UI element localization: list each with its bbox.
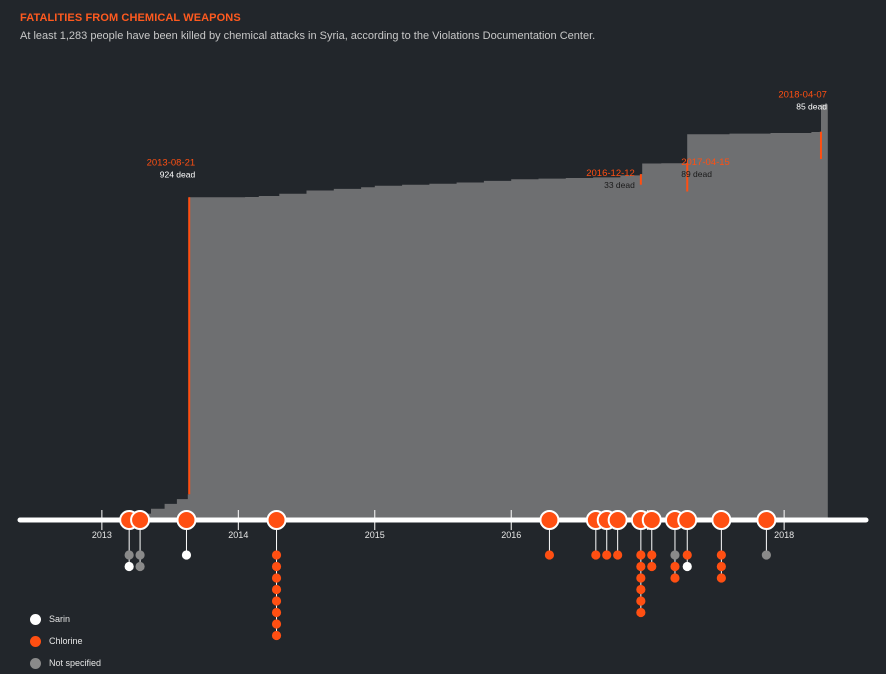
event-dot-chlorine — [271, 550, 282, 560]
event-dot-chlorine — [670, 561, 680, 572]
legend-item-chlorine: Chlorine — [30, 630, 101, 652]
annotation-value: 89 dead — [681, 169, 712, 179]
chart-title: FATALITIES FROM CHEMICAL WEAPONS — [20, 12, 241, 24]
event-dot-not-specified — [135, 550, 145, 560]
legend-item-sarin: Sarin — [30, 608, 101, 630]
legend-label-sarin: Sarin — [49, 614, 71, 624]
event-dot-not-specified — [670, 550, 680, 560]
annotation-date: 2016-12-12 — [586, 168, 635, 179]
event-dot-chlorine — [271, 584, 282, 595]
event-dot-chlorine — [544, 550, 555, 560]
legend-swatch-not-specified — [30, 657, 41, 669]
event-dot-chlorine — [647, 561, 657, 572]
event-marker — [677, 510, 698, 530]
event-dot-chlorine — [670, 573, 680, 583]
legend-label-not-specified: Not specified — [49, 658, 102, 668]
event-dot-chlorine — [636, 607, 646, 618]
legend-swatch-sarin — [30, 613, 41, 625]
chart-subtitle: At least 1,283 people have been killed b… — [20, 30, 596, 42]
event-marker — [641, 510, 662, 530]
event-marker — [607, 510, 628, 530]
event-dot-chlorine — [271, 607, 282, 618]
x-tick-label: 2016 — [501, 530, 521, 540]
event-dot-chlorine — [636, 573, 646, 583]
x-tick-label: 2018 — [774, 530, 794, 540]
event-dot-chlorine — [271, 630, 282, 641]
annotation-date: 2017-04-15 — [681, 157, 730, 168]
event-marker — [130, 510, 151, 530]
legend-label-chlorine: Chlorine — [49, 636, 83, 646]
event-dot-chlorine — [271, 619, 282, 629]
event-dot-chlorine — [636, 561, 646, 572]
legend-swatch-chlorine — [30, 635, 41, 647]
event-marker — [756, 510, 777, 530]
x-tick-label: 2014 — [228, 530, 248, 540]
event-dot-chlorine — [716, 550, 726, 560]
event-dot-chlorine — [602, 550, 612, 560]
legend: Sarin Chlorine Not specified — [30, 608, 101, 674]
event-dot-not-specified — [761, 550, 771, 560]
annotation-value: 85 dead — [796, 102, 827, 112]
event-dot-sarin — [682, 561, 692, 572]
event-marker — [266, 510, 287, 530]
event-marker — [176, 510, 197, 530]
x-tick-label: 2015 — [365, 530, 385, 540]
event-dot-chlorine — [636, 584, 646, 595]
event-marker — [539, 510, 560, 530]
event-dot-chlorine — [591, 550, 601, 560]
event-dot-chlorine — [271, 596, 282, 606]
annotation-value: 33 dead — [604, 180, 635, 190]
event-dot-chlorine — [271, 573, 282, 583]
legend-item-not-specified: Not specified — [30, 652, 101, 674]
event-dot-chlorine — [636, 550, 646, 560]
event-dot-not-specified — [124, 550, 134, 560]
event-dot-chlorine — [716, 561, 726, 572]
cumulative-area — [20, 104, 828, 521]
annotation-date: 2013-08-21 — [147, 157, 196, 168]
annotation-date: 2018-04-07 — [778, 90, 827, 101]
event-dot-sarin — [181, 550, 192, 560]
event-dot-chlorine — [613, 550, 623, 560]
x-tick-label: 2013 — [92, 530, 112, 540]
event-dot-chlorine — [716, 573, 726, 583]
event-marker — [711, 510, 732, 530]
event-dot-chlorine — [682, 550, 692, 560]
event-dot-chlorine — [647, 550, 657, 560]
event-dot-chlorine — [636, 596, 646, 606]
annotation-value: 924 dead — [160, 169, 196, 179]
event-dot-sarin — [124, 561, 134, 572]
event-dot-chlorine — [271, 561, 282, 572]
event-dot-not-specified — [135, 561, 145, 572]
